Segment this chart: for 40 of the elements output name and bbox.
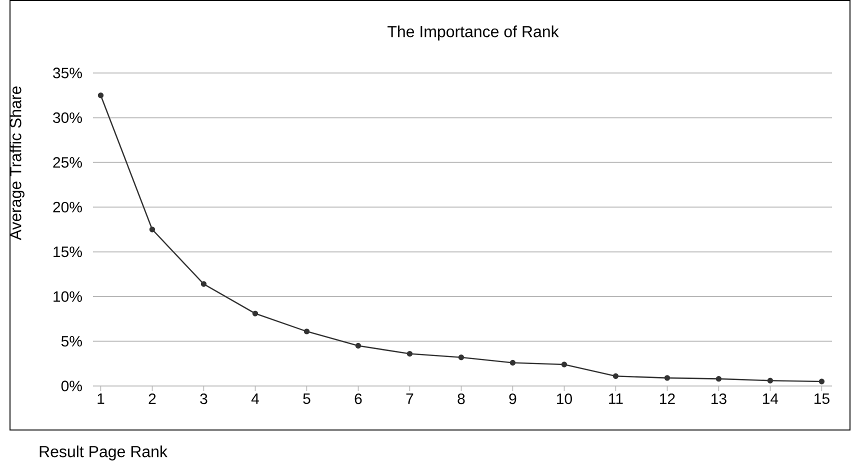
point xyxy=(98,92,104,98)
x-tick-label: 14 xyxy=(763,394,778,404)
point xyxy=(716,376,722,382)
point xyxy=(510,360,516,366)
y-tick-label: 10% xyxy=(54,291,82,302)
y-tick-label: 5% xyxy=(61,336,82,347)
y-tick-label: 15% xyxy=(54,246,82,258)
y-tick-label: 0% xyxy=(61,380,82,392)
point xyxy=(561,362,568,368)
y-tick-label: 30% xyxy=(53,112,82,124)
x-tick-label: 13 xyxy=(712,394,726,404)
x-tick-label: 15 xyxy=(814,394,830,404)
x-tick-label: 10 xyxy=(557,394,572,404)
x-tick-label: 5 xyxy=(303,394,310,404)
point xyxy=(200,281,207,287)
x-tick-label: 1 xyxy=(98,394,104,404)
x-tick-label: 12 xyxy=(660,394,675,404)
x-tick-label: 4 xyxy=(251,394,259,404)
chart-title: The Importance of Rank xyxy=(388,26,559,40)
point xyxy=(612,373,619,379)
point xyxy=(252,310,258,316)
point xyxy=(818,378,825,384)
y-tick-label: 35% xyxy=(53,68,82,78)
x-tick-label: 3 xyxy=(200,394,208,404)
y-tick-label: 20% xyxy=(53,202,82,212)
point xyxy=(406,350,413,357)
y-tick-label: 25% xyxy=(53,157,82,168)
point xyxy=(664,375,670,381)
point xyxy=(149,226,156,232)
point xyxy=(767,378,774,384)
point xyxy=(458,354,464,360)
x-tick-label: 6 xyxy=(354,394,362,404)
x-tick-label: 9 xyxy=(509,394,516,404)
x-tick-label: 2 xyxy=(148,394,156,404)
point xyxy=(304,328,310,334)
x-axis-title: Result Page Rank xyxy=(40,446,168,460)
x-tick-label: 8 xyxy=(458,394,465,404)
x-tick-label: 7 xyxy=(406,394,414,404)
point xyxy=(355,342,362,349)
x-tick-label: 11 xyxy=(609,394,623,404)
